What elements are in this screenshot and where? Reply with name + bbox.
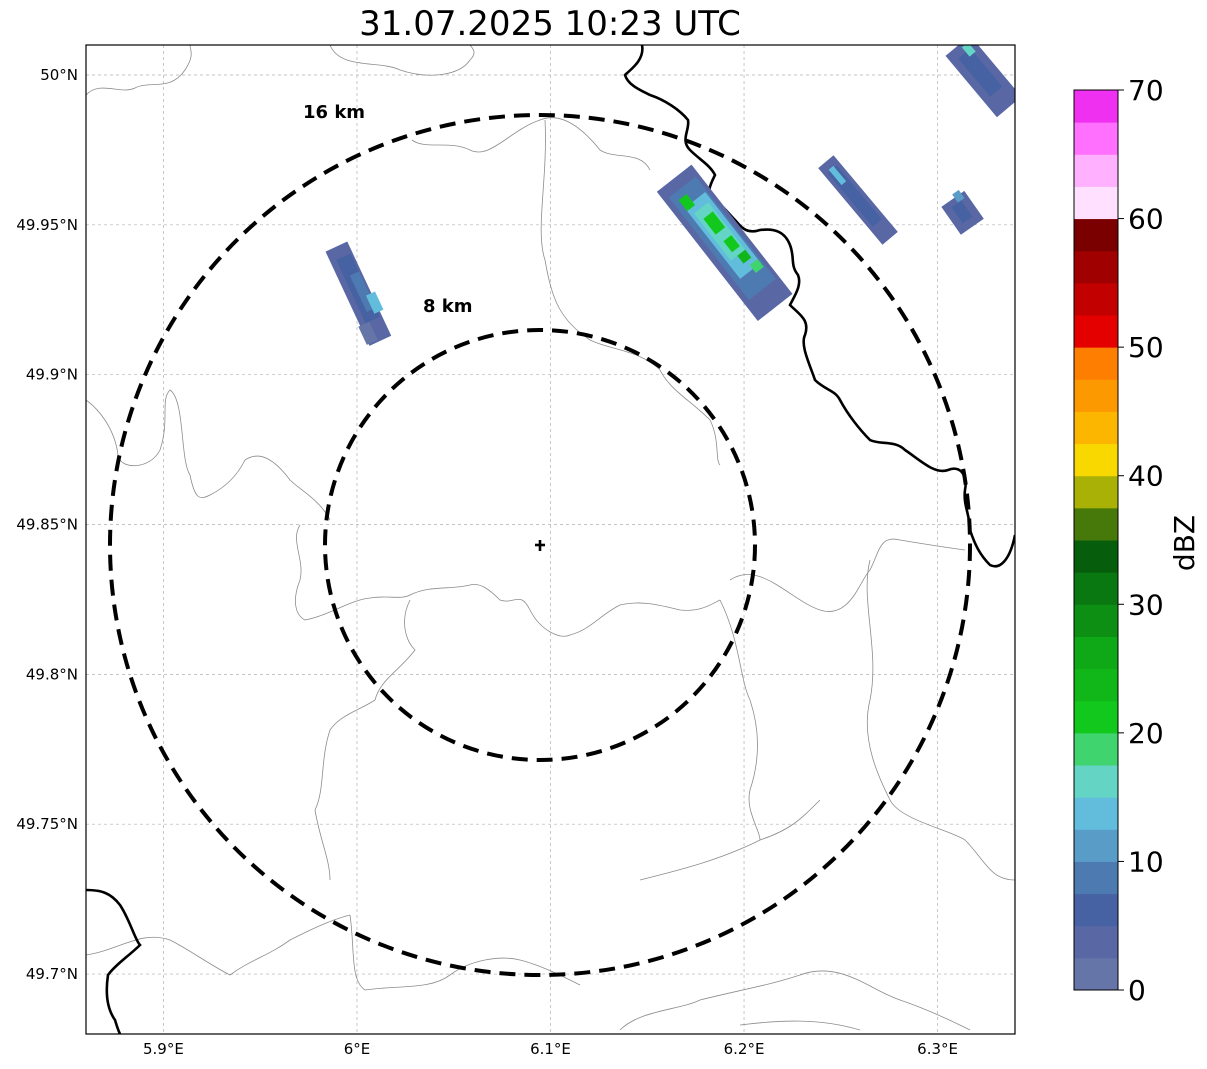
colorbar: 0 10 20 30 40 50 60 70 [1073, 74, 1164, 1007]
boundary-center-north [411, 117, 651, 171]
colorbar-segment [1074, 797, 1118, 830]
ring-16km [108, 113, 972, 977]
colorbar-tick-label: 60 [1128, 203, 1164, 236]
colorbar-segment [1074, 893, 1118, 927]
echo-north [656, 164, 793, 321]
colorbar-segment [1074, 861, 1118, 895]
colorbar-segment [1074, 572, 1118, 605]
echo-pixel [828, 165, 847, 186]
colorbar-label: dBZ [1168, 515, 1201, 571]
lat-tick-label: 49.9°N [26, 366, 78, 384]
lon-tick-labels: 5.9°E 6°E 6.1°E 6.2°E 6.3°E [143, 1040, 958, 1058]
boundary-south [86, 914, 351, 976]
map-title: 31.07.2025 10:23 UTC [359, 4, 741, 44]
colorbar-segment [1074, 315, 1118, 348]
colorbar-segment [1074, 829, 1118, 862]
colorbar-segment [1074, 925, 1118, 959]
ring-label-16km: 16 km [303, 102, 365, 123]
echo-pixel [952, 189, 965, 203]
echo-pixel [703, 211, 726, 235]
boundary-east-2 [639, 799, 821, 881]
colorbar-segment [1074, 411, 1118, 445]
lon-tick-label: 5.9°E [143, 1040, 184, 1058]
colorbar-segment [1074, 507, 1118, 541]
lon-tick-label: 6.1°E [530, 1040, 571, 1058]
colorbar-segment [1074, 282, 1118, 316]
ring-label-8km: 8 km [423, 296, 473, 317]
plot-frame [85, 44, 1016, 1035]
colorbar-segment [1074, 668, 1118, 702]
colorbar-tick-label: 50 [1128, 331, 1164, 364]
colorbar-segment [1074, 154, 1118, 187]
boundary-north-2 [329, 45, 475, 76]
echo-west [325, 241, 392, 346]
colorbar-segment [1074, 636, 1118, 670]
echo-pixel [358, 321, 378, 345]
colorbar-tick-label: 0 [1128, 974, 1146, 1007]
echo-corner [945, 45, 1015, 118]
echo-pixel [737, 249, 752, 264]
boundary-bottom [739, 1020, 861, 1031]
colorbar-segment [1074, 122, 1118, 155]
echo-northeast [818, 155, 898, 245]
range-rings [108, 113, 972, 977]
echo-pixel [723, 235, 740, 253]
colorbar-segment [1074, 90, 1118, 123]
colorbar-segment [1074, 379, 1118, 412]
lat-tick-label: 49.95°N [16, 216, 78, 234]
lat-tick-label: 49.8°N [26, 665, 78, 683]
colorbar-segment [1074, 957, 1118, 991]
colorbar-frame [1073, 89, 1119, 991]
colorbar-tick-label: 30 [1128, 588, 1164, 621]
colorbar-segment [1074, 218, 1118, 252]
boundary-east-lower [866, 559, 1015, 881]
echo-pixel [961, 45, 976, 57]
lat-tick-label: 50°N [40, 66, 78, 84]
boundary-south-east [619, 970, 971, 1031]
colorbar-tick-label: 10 [1128, 845, 1164, 878]
colorbar-tick-label: 70 [1128, 74, 1164, 107]
boundary-west-2 [295, 524, 721, 637]
colorbar-segment [1074, 700, 1118, 734]
border-southwest [86, 888, 142, 1034]
lat-tick-label: 49.75°N [16, 815, 78, 833]
ring-8km [323, 328, 757, 762]
boundary-south-2 [349, 914, 581, 991]
echo-pixel [951, 200, 973, 224]
boundary-vertical [540, 119, 721, 466]
colorbar-segment [1074, 475, 1118, 509]
lon-tick-label: 6°E [344, 1040, 371, 1058]
echo-pixel [678, 193, 696, 212]
lat-tick-label: 49.7°N [26, 965, 78, 983]
colorbar-segment [1074, 732, 1118, 766]
radar-echoes [325, 45, 1015, 346]
colorbar-tick-label: 20 [1128, 717, 1164, 750]
boundary-north [86, 45, 192, 96]
boundary-center-south [719, 599, 761, 841]
echo-east [941, 189, 984, 235]
colorbar-segment [1074, 765, 1118, 798]
colorbar-segment [1074, 347, 1118, 380]
boundary-west [86, 389, 331, 521]
lat-tick-labels: 50°N 49.95°N 49.9°N 49.85°N 49.8°N 49.75°N 49.… [16, 66, 78, 983]
gridlines [86, 45, 1015, 1034]
colorbar-segment [1074, 443, 1118, 477]
echo-pixel [749, 258, 764, 273]
colorbar-tick-label: 40 [1128, 460, 1164, 493]
radar-site-marker [535, 540, 545, 551]
border-northeast [623, 45, 1015, 568]
echo-pixel [958, 48, 1003, 97]
lon-tick-label: 6.3°E [917, 1040, 958, 1058]
colorbar-segment [1074, 186, 1118, 220]
boundary-south-west [314, 599, 416, 881]
admin-boundaries [86, 45, 1015, 1031]
boundary-east [729, 538, 966, 612]
echo-pixel [365, 291, 384, 314]
lon-tick-label: 6.2°E [724, 1040, 765, 1058]
colorbar-segment [1074, 540, 1118, 573]
colorbar-segment [1074, 604, 1118, 637]
colorbar-segment [1074, 250, 1118, 284]
lat-tick-label: 49.85°N [16, 516, 78, 534]
